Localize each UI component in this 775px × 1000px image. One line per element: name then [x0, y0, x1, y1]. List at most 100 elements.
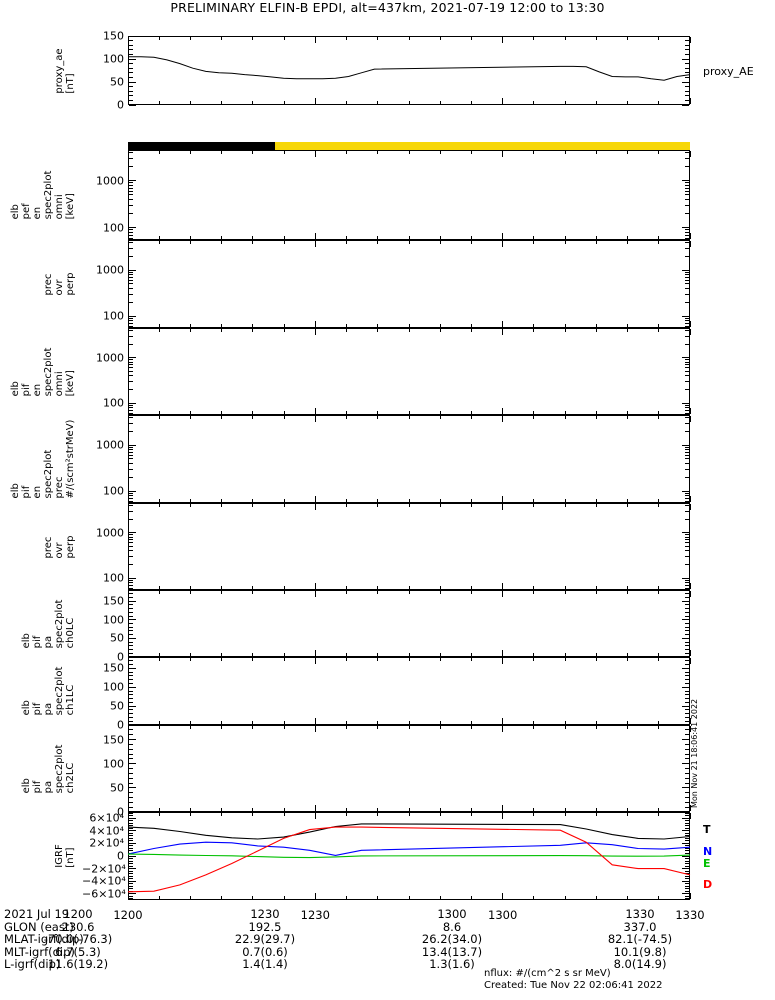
y-tick-mark	[129, 817, 136, 819]
x-tick-mark	[564, 329, 566, 332]
y-minor-tick	[685, 322, 689, 324]
y-minor-tick	[129, 325, 133, 327]
x-tick-mark	[158, 586, 160, 589]
x-tick-mark	[127, 718, 129, 724]
x-tick-mark	[627, 896, 629, 899]
x-tick-mark	[221, 241, 223, 244]
x-tick-mark	[127, 658, 129, 664]
x-tick-mark	[439, 151, 441, 154]
x-tick-mark	[377, 499, 379, 502]
y-minor-tick	[129, 359, 133, 361]
y-tick-label: 100	[103, 396, 124, 410]
y-minor-tick	[685, 274, 689, 275]
ylabel-line: #/(scm²strMeV)	[65, 419, 76, 499]
x-tick-mark	[595, 411, 597, 414]
x-tick-mark	[533, 324, 535, 327]
y-tick-mark	[682, 667, 689, 669]
y-minor-tick	[685, 835, 689, 837]
ylabel-line: pif	[21, 383, 32, 396]
y-minor-tick	[685, 885, 689, 887]
y-minor-tick	[685, 847, 689, 849]
y-minor-tick	[129, 895, 133, 897]
x-tick-mark	[377, 813, 379, 816]
y-minor-tick	[685, 497, 689, 499]
x-tick-mark	[158, 813, 160, 816]
ylabel-line: [keV]	[65, 193, 76, 220]
x-tick-mark	[689, 504, 691, 510]
panel-ylabel-elb-pif-pa-ch0lc: elb pif pa spec2plot ch0LC	[21, 599, 76, 648]
panel-prec-ovr-perp-1	[128, 240, 690, 328]
x-tick-mark	[595, 151, 597, 154]
y-minor-tick	[685, 797, 689, 798]
panel-proxy-ae	[128, 36, 690, 105]
y-tick-label: 50	[110, 781, 124, 795]
y-tick-mark	[129, 855, 136, 857]
x-tick-mark	[439, 37, 441, 40]
y-minor-tick	[685, 495, 689, 496]
x-tick-mark	[470, 499, 472, 502]
y-tick-mark	[682, 739, 689, 740]
y-minor-tick	[129, 832, 133, 834]
y-minor-tick	[129, 863, 133, 865]
y-minor-tick	[129, 858, 133, 859]
y-minor-tick	[129, 293, 133, 295]
y-minor-tick	[685, 694, 689, 696]
x-tick-mark	[158, 896, 160, 899]
x-tick-mark	[533, 236, 535, 239]
x-tick-mark	[158, 416, 160, 419]
x-tick-mark	[564, 726, 566, 729]
x-tick-mark	[564, 411, 566, 414]
x-tick-mark	[439, 411, 441, 414]
table-cell: 8.0(14.9)	[613, 957, 667, 972]
y-minor-tick	[129, 76, 133, 78]
x-tick-mark	[252, 241, 254, 244]
x-tick-mark	[502, 591, 504, 597]
x-tick-mark	[377, 329, 379, 332]
ylabel-line: [keV]	[65, 369, 76, 396]
y-tick-label: 150	[103, 594, 124, 608]
y-tick-mark	[129, 180, 136, 182]
x-tick-mark	[408, 411, 410, 414]
y-minor-tick	[685, 652, 689, 654]
y-minor-tick	[129, 875, 133, 877]
x-tick-mark	[564, 504, 566, 507]
y-minor-tick	[129, 837, 133, 839]
status-bar-segment-0	[128, 142, 275, 150]
y-minor-tick	[685, 539, 689, 541]
x-tick-mark	[439, 721, 441, 724]
y-minor-tick	[129, 623, 133, 624]
y-minor-tick	[685, 76, 689, 78]
y-minor-tick	[129, 694, 133, 696]
y-minor-tick	[685, 604, 689, 606]
x-tick-mark	[533, 586, 535, 589]
x-tick-mark	[314, 496, 316, 502]
x-tick-mark	[346, 504, 348, 507]
x-tick-mark	[221, 329, 223, 332]
x-tick-mark	[283, 416, 285, 419]
y-minor-tick	[129, 380, 133, 382]
y-minor-tick	[129, 768, 133, 769]
y-minor-tick	[129, 550, 133, 552]
x-tick-mark	[564, 101, 566, 104]
x-tick-mark	[658, 236, 660, 239]
y-minor-tick	[685, 49, 689, 51]
x-tick-mark	[533, 411, 535, 414]
y-tick-mark	[129, 868, 136, 870]
footer-notes: nflux: #/(cm^2 s sr MeV) Created: Tue No…	[484, 968, 663, 991]
ylabel-line: pif	[21, 485, 32, 499]
x-tick-mark	[346, 324, 348, 327]
x-tick-mark	[158, 241, 160, 244]
y-minor-tick	[129, 604, 133, 606]
x-tick-mark	[127, 504, 129, 510]
y-minor-tick	[129, 388, 133, 390]
x-tick-mark	[346, 416, 348, 419]
x-tick-mark	[408, 726, 410, 729]
table-cell: 1230	[250, 907, 280, 921]
x-tick-mark	[533, 896, 535, 899]
y-minor-tick	[129, 641, 133, 643]
x-tick-mark	[408, 324, 410, 327]
y-tick-mark	[682, 357, 689, 359]
y-minor-tick	[129, 497, 133, 499]
x-tick-mark	[658, 504, 660, 507]
x-tick-mark	[314, 241, 316, 247]
